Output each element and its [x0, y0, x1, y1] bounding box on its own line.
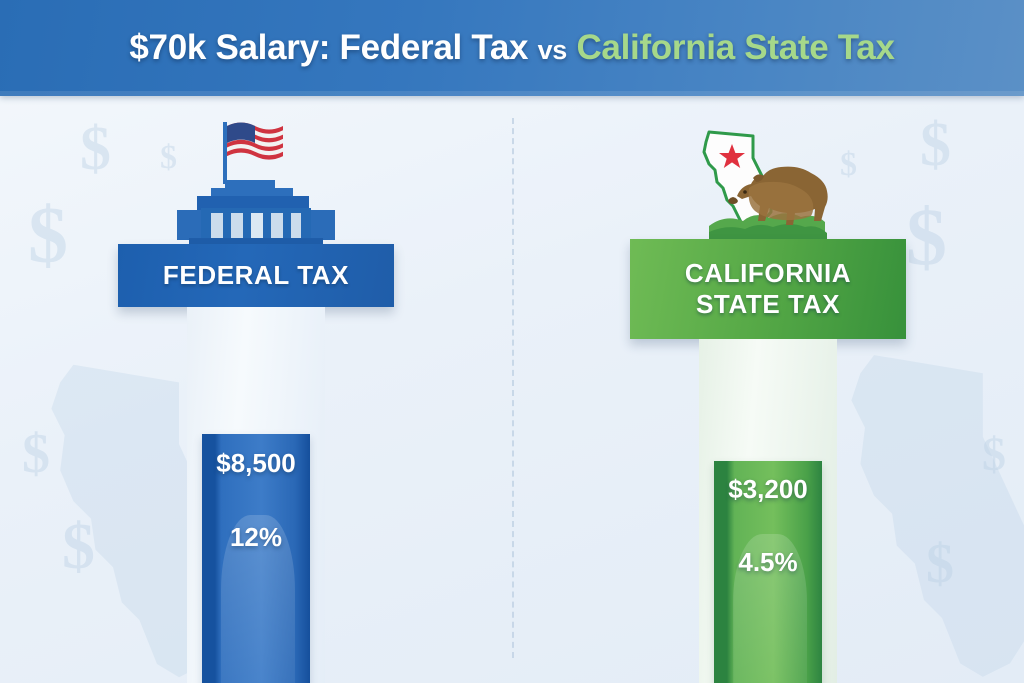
- federal-bar-percent: 12%: [229, 522, 283, 552]
- bear-snout: [728, 197, 738, 204]
- us-flag-icon: [227, 122, 283, 160]
- title-part-california: California State Tax: [567, 28, 895, 67]
- california-bear-icon: [702, 130, 828, 242]
- california-banner-line2: STATE TAX: [695, 289, 841, 319]
- title-part-federal: $70k Salary: Federal Tax: [129, 28, 538, 67]
- california-banner-label: CALIFORNIA STATE TAX: [685, 258, 851, 319]
- federal-bar-amount: $8,500: [216, 448, 296, 478]
- federal-banner-label: FEDERAL TAX: [162, 260, 350, 290]
- california-bar-percent: 4.5%: [738, 547, 798, 577]
- california-tax-bar: $3,200 4.5%: [714, 461, 822, 683]
- red-star-icon: [719, 144, 745, 168]
- california-tax-column: CALIFORNIA STATE TAX $3,200 4.5% 4.5%: [512, 96, 1024, 683]
- capitol-building-icon: [177, 122, 335, 246]
- california-banner-line1: CALIFORNIA: [684, 258, 852, 289]
- title-vs: vs: [537, 35, 568, 65]
- header-bar: $70k Salary: Federal Tax vs California S…: [0, 0, 1024, 96]
- bear-ear: [753, 174, 764, 182]
- california-tax-banner: CALIFORNIA STATE TAX: [630, 239, 906, 339]
- bar-sheen: [221, 515, 295, 683]
- federal-tax-bar: $8,500 12%: [202, 434, 310, 683]
- california-bar-amount: $3,200: [728, 474, 808, 504]
- bear-eye: [743, 190, 747, 194]
- grizzly-bear-icon: [728, 166, 828, 225]
- federal-tax-banner: FEDERAL TAX: [118, 244, 394, 307]
- federal-tax-column: FEDERAL TAX $8,500 12% $8,500: [0, 96, 512, 683]
- bar-sheen: [733, 533, 807, 683]
- page-title: $70k Salary: Federal Tax vs California S…: [129, 28, 895, 68]
- column-divider: [512, 118, 514, 658]
